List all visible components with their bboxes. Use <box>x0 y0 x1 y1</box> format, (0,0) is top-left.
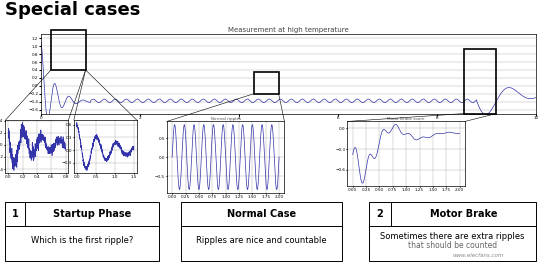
Text: Normal Case: Normal Case <box>226 209 296 219</box>
Text: Ripples are nice and countable: Ripples are nice and countable <box>196 236 327 245</box>
Text: that should be counted: that should be counted <box>408 241 497 250</box>
Bar <box>51 30 85 70</box>
Title: Motor Brake zoom: Motor Brake zoom <box>387 117 425 121</box>
Bar <box>254 72 278 94</box>
Text: www.elecfans.com: www.elecfans.com <box>452 253 503 258</box>
Bar <box>464 49 497 114</box>
Text: Startup Phase: Startup Phase <box>53 209 131 219</box>
Text: Which is the first ripple?: Which is the first ripple? <box>31 236 133 245</box>
Text: 1: 1 <box>12 209 19 219</box>
Text: Motor Brake: Motor Brake <box>430 209 497 219</box>
Text: 2: 2 <box>377 209 383 219</box>
Text: Sometimes there are extra ripples: Sometimes there are extra ripples <box>380 232 525 241</box>
Text: Special cases: Special cases <box>5 1 141 19</box>
Title: Normal ripples: Normal ripples <box>211 117 241 121</box>
Title: Measurement at high temperature: Measurement at high temperature <box>228 27 349 33</box>
